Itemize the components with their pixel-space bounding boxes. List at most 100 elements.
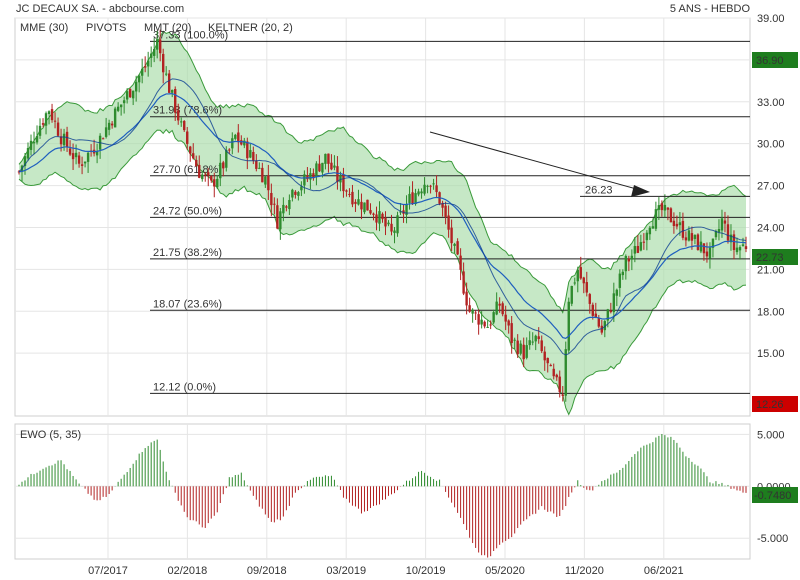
candle-body	[354, 201, 357, 204]
candle-body	[525, 345, 528, 358]
candle-body	[23, 156, 27, 167]
candle-body	[486, 326, 489, 328]
candle-body	[86, 152, 90, 162]
candle-body	[249, 150, 252, 158]
candle-body	[303, 174, 306, 186]
candle-body	[675, 223, 679, 227]
candle-body	[480, 319, 483, 325]
badge-top: 36.90	[756, 55, 784, 67]
ewo-label: EWO (5, 35)	[20, 429, 81, 441]
candle-body	[681, 220, 685, 238]
candle-body	[708, 247, 712, 259]
candle-body	[372, 213, 375, 215]
candle-body	[255, 160, 258, 169]
candle-body	[495, 301, 498, 315]
candle-body	[390, 223, 393, 232]
candle-body	[579, 267, 582, 279]
candle-body	[456, 241, 459, 255]
candle-body	[198, 164, 201, 178]
candle-body	[161, 53, 165, 73]
candle-body	[110, 123, 114, 126]
candle-body	[489, 324, 492, 326]
candle-body	[186, 131, 189, 144]
candle-body	[219, 162, 222, 179]
candle-body	[630, 255, 634, 260]
candle-body	[522, 344, 525, 360]
candle-body	[582, 277, 585, 284]
price-tick-label: 24.00	[757, 222, 785, 234]
candle-body	[549, 365, 552, 367]
candle-body	[276, 205, 279, 229]
candle-body	[711, 238, 715, 248]
candle-body	[621, 271, 625, 276]
candle-body	[44, 113, 48, 126]
candle-body	[35, 136, 39, 143]
candle-body	[71, 153, 75, 160]
candle-body	[636, 245, 640, 253]
candle-body	[693, 234, 697, 240]
candle-body	[537, 336, 540, 340]
candle-body	[231, 138, 234, 149]
candle-body	[149, 53, 153, 58]
candle-body	[366, 199, 369, 211]
candle-body	[270, 192, 273, 206]
candle-body	[498, 303, 501, 306]
badge-ewo-bg	[752, 487, 798, 503]
candle-body	[137, 75, 141, 83]
candle-body	[546, 357, 549, 364]
candle-body	[143, 66, 147, 68]
candle-body	[119, 104, 123, 108]
ewo-tick-label: -5.000	[757, 533, 788, 545]
candle-body	[723, 220, 727, 224]
candle-body	[113, 108, 117, 128]
candle-body	[204, 174, 207, 176]
candle-body	[65, 131, 69, 148]
candle-body	[633, 246, 637, 254]
candle-body	[95, 151, 99, 156]
candle-body	[77, 155, 81, 164]
candle-body	[651, 226, 655, 229]
candle-body	[603, 321, 607, 331]
x-tick-label: 02/2018	[168, 565, 208, 577]
x-tick-label: 09/2018	[247, 565, 287, 577]
candle-body	[618, 273, 622, 288]
candle-body	[555, 374, 558, 378]
candle-body	[690, 233, 694, 241]
candle-body	[609, 310, 613, 313]
candle-body	[393, 230, 396, 233]
candle-body	[237, 132, 240, 143]
candle-body	[174, 89, 177, 113]
candle-body	[333, 165, 336, 168]
candle-body	[327, 153, 330, 164]
candle-body	[171, 89, 174, 93]
candle-body	[678, 222, 682, 226]
candle-body	[122, 100, 126, 104]
candle-body	[101, 138, 105, 140]
candle-body	[513, 339, 516, 341]
candle-body	[420, 191, 423, 194]
candle-body	[531, 341, 534, 343]
fib-label: 24.72 (50.0%)	[153, 205, 222, 217]
candle-body	[300, 186, 303, 191]
price-tick-label: 15.00	[757, 348, 785, 360]
candle-body	[411, 192, 414, 204]
candle-body	[267, 175, 270, 191]
candle-body	[405, 204, 408, 215]
candle-body	[273, 203, 276, 205]
candle-body	[540, 340, 543, 352]
candle-body	[321, 162, 324, 173]
badge-bottom-bg	[752, 396, 798, 412]
candle-body	[726, 224, 730, 241]
candle-body	[246, 141, 249, 159]
fib-label: 21.75 (38.2%)	[153, 247, 222, 259]
fibonacci-levels: 37.33 (100.0%) 31.93 (78.6%) 27.70 (61.8%)…	[150, 29, 750, 394]
candle-body	[222, 162, 225, 169]
candle-body	[360, 201, 363, 210]
candle-body	[606, 309, 610, 321]
candle-body	[543, 351, 546, 361]
candle-body	[315, 163, 318, 178]
price-tick-label: 33.00	[757, 97, 785, 109]
candle-body	[74, 152, 78, 158]
badge-bottom: 12.26	[756, 399, 784, 411]
candle-body	[59, 136, 63, 145]
